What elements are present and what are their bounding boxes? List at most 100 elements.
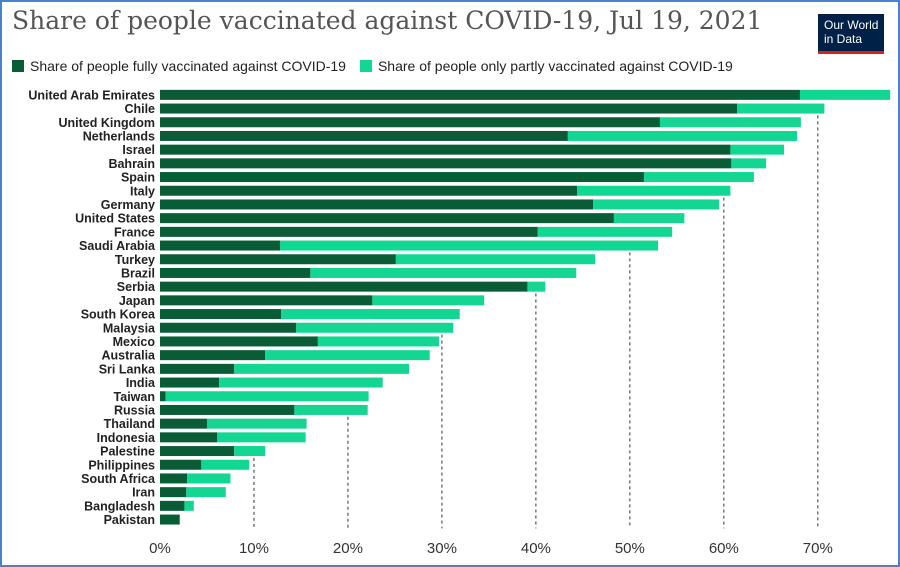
bar-partial[interactable] [201,459,250,470]
bar-full[interactable] [160,172,644,183]
bar-partial[interactable] [659,117,801,128]
category-label: Russia [114,403,156,417]
bar-full[interactable] [160,89,800,100]
bar-partial[interactable] [731,158,767,169]
bar-full[interactable] [160,158,732,169]
bar-partial[interactable] [593,199,720,210]
category-label: Serbia [117,280,156,294]
bar-partial[interactable] [294,404,368,415]
bar-full[interactable] [160,117,660,128]
bar-partial[interactable] [730,144,784,155]
bar-partial[interactable] [737,103,825,114]
bar-partial[interactable] [310,267,577,278]
bar-full[interactable] [160,267,311,278]
category-label: Sri Lanka [99,362,156,376]
bar-full[interactable] [160,391,166,402]
legend-label-full: Share of people fully vaccinated against… [30,58,346,74]
owid-logo[interactable]: Our World in Data [818,14,884,54]
category-label: Turkey [115,253,155,267]
bar-full[interactable] [160,418,207,429]
bar-full[interactable] [160,487,187,498]
chart-title: Share of people vaccinated against COVID… [12,6,763,35]
bar-partial[interactable] [537,226,673,237]
bar-full[interactable] [160,363,235,374]
category-label: Philippines [88,458,155,472]
bar-full[interactable] [160,309,282,320]
category-label: United States [75,212,155,226]
category-label: Japan [119,294,155,308]
bar-partial[interactable] [527,281,546,292]
legend-item-partial[interactable]: Share of people only partly vaccinated a… [359,58,733,74]
bar-full[interactable] [160,226,538,237]
category-label: France [114,225,155,239]
bar-partial[interactable] [219,377,383,388]
bar-partial[interactable] [217,432,306,443]
category-label: Pakistan [104,513,155,527]
logo-line-2: in Data [824,32,863,46]
bar-partial[interactable] [184,500,194,511]
x-tick-label: 20% [333,540,363,557]
bar-partial[interactable] [206,418,307,429]
bar-partial[interactable] [187,473,231,484]
category-label: United Kingdom [58,116,155,130]
category-label: Malaysia [103,321,156,335]
bar-partial[interactable] [317,336,440,347]
x-tick-label: 30% [427,540,457,557]
bar-partial[interactable] [799,89,891,100]
bar-partial[interactable] [281,309,460,320]
category-label: Israel [122,143,155,157]
bar-partial[interactable] [296,322,454,333]
bar-full[interactable] [160,500,185,511]
bar-full[interactable] [160,432,218,443]
bar-full[interactable] [160,377,220,388]
bar-full[interactable] [160,199,594,210]
bar-full[interactable] [160,254,396,265]
bar-full[interactable] [160,130,568,141]
bar-partial[interactable] [613,213,685,224]
bar-full[interactable] [160,213,614,224]
legend-swatch-partial [359,60,372,72]
bar-partial[interactable] [643,172,754,183]
legend-label-partial: Share of people only partly vaccinated a… [377,58,733,74]
legend: Share of people fully vaccinated against… [12,58,747,74]
category-label: Palestine [100,445,155,459]
bar-full[interactable] [160,322,297,333]
bar-partial[interactable] [234,363,410,374]
bar-full[interactable] [160,350,266,361]
bar-partial[interactable] [265,350,430,361]
legend-item-full[interactable]: Share of people fully vaccinated against… [12,58,346,74]
x-tick-label: 40% [521,540,551,557]
category-label: Chile [124,102,155,116]
bar-partial[interactable] [186,487,226,498]
bar-full[interactable] [160,144,731,155]
bar-full[interactable] [160,459,202,470]
x-tick-label: 0% [149,540,171,557]
bar-full[interactable] [160,295,373,306]
bar-full[interactable] [160,473,188,484]
bar-full[interactable] [160,240,281,251]
category-label: South Korea [81,308,156,322]
category-label: Mexico [113,335,156,349]
bar-full[interactable] [160,185,578,196]
bar-full[interactable] [160,404,295,415]
bar-partial[interactable] [234,446,266,457]
bar-partial[interactable] [395,254,596,265]
logo-line-1: Our World [824,18,879,32]
category-label: Thailand [104,417,155,431]
category-label: Indonesia [97,431,156,445]
category-label: Taiwan [114,390,155,404]
bar-full[interactable] [160,336,318,347]
bar-partial[interactable] [567,130,798,141]
bar-partial[interactable] [577,185,731,196]
bar-partial[interactable] [280,240,659,251]
category-label: South Africa [81,472,156,486]
bar-full[interactable] [160,514,180,525]
bar-partial[interactable] [372,295,485,306]
bar-full[interactable] [160,446,235,457]
bar-full[interactable] [160,281,528,292]
category-label: Brazil [121,266,155,280]
bar-full[interactable] [160,103,738,114]
bar-partial[interactable] [165,391,369,402]
category-label: Bahrain [108,157,155,171]
